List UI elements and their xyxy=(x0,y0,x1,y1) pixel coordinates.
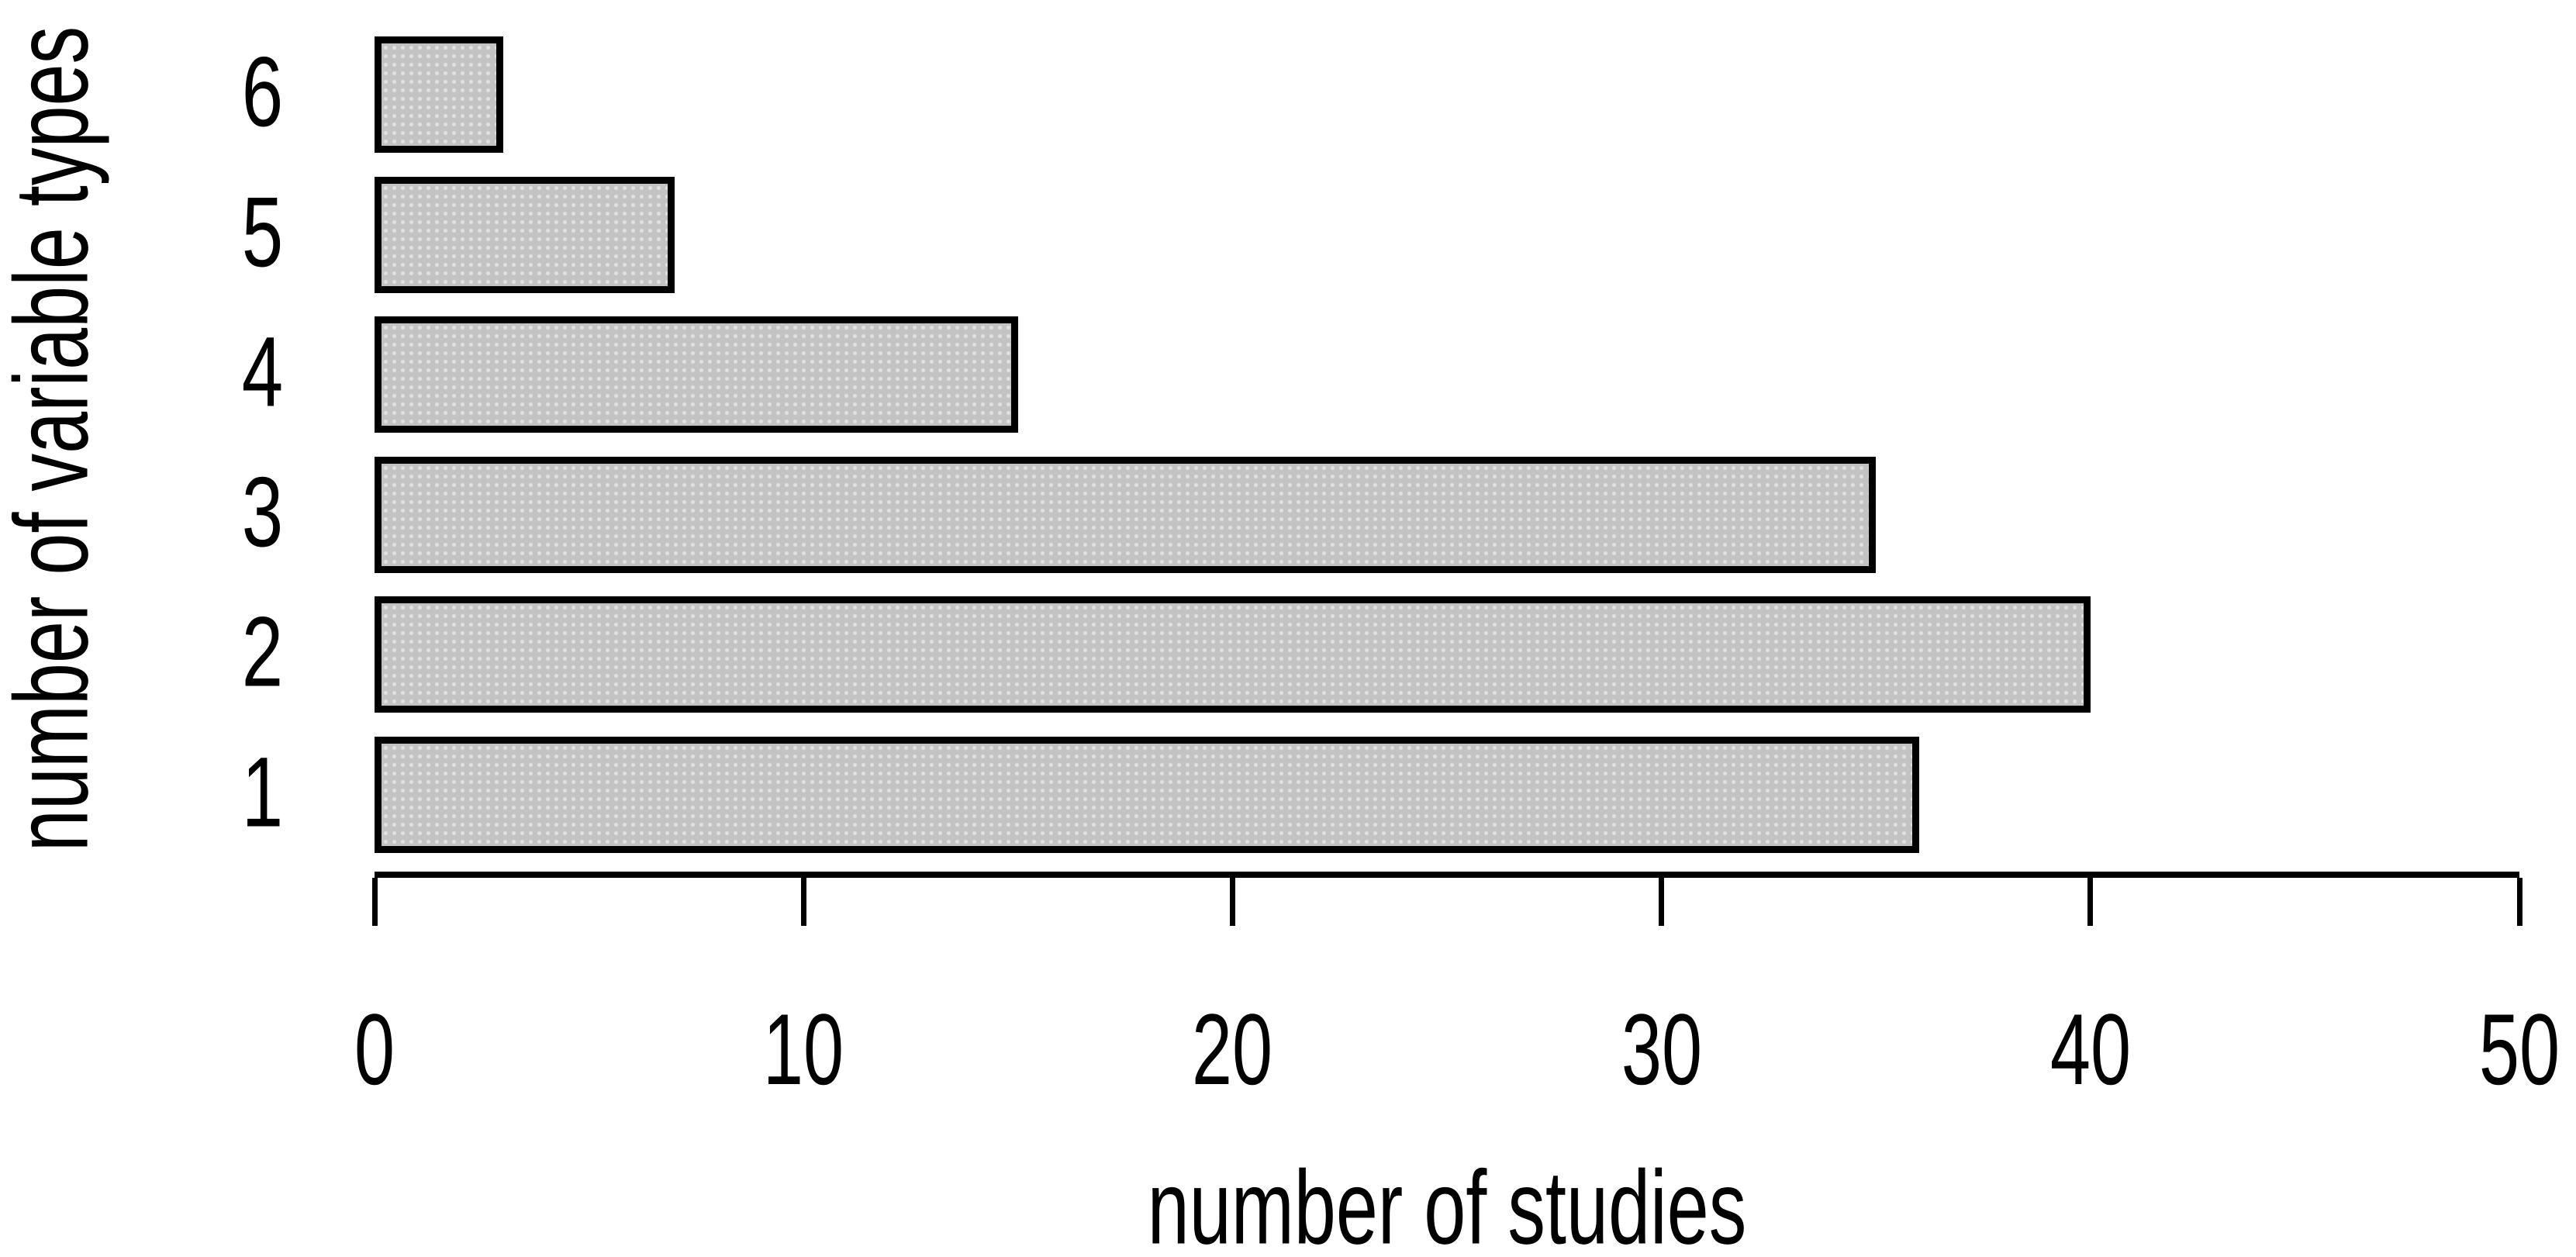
bar-category-6 xyxy=(375,36,503,153)
bar-category-2 xyxy=(375,596,2091,713)
y-tick-label-5: 5 xyxy=(241,177,283,288)
bar-category-1 xyxy=(375,736,1919,853)
x-tick-50 xyxy=(2516,878,2522,926)
y-tick-label-6: 6 xyxy=(241,36,283,148)
x-tick-label-50: 50 xyxy=(2478,993,2560,1106)
x-tick-label-0: 0 xyxy=(354,993,395,1106)
bar-category-5 xyxy=(375,176,675,293)
x-tick-label-40: 40 xyxy=(2049,993,2131,1106)
y-tick-label-4: 4 xyxy=(241,316,283,428)
x-axis-title: number of studies xyxy=(1147,1148,1747,1257)
bar-category-4 xyxy=(375,316,1018,433)
y-tick-label-3: 3 xyxy=(241,457,283,568)
x-tick-0 xyxy=(371,878,378,926)
y-axis-title: number of variable types xyxy=(0,26,110,852)
x-tick-label-20: 20 xyxy=(1192,993,1273,1106)
y-tick-label-2: 2 xyxy=(241,596,283,708)
x-tick-30 xyxy=(1659,878,1665,926)
x-tick-20 xyxy=(1229,878,1235,926)
y-tick-label-1: 1 xyxy=(241,737,283,848)
x-tick-label-10: 10 xyxy=(763,993,844,1106)
bar-category-3 xyxy=(375,456,1877,573)
x-tick-label-30: 30 xyxy=(1621,993,1702,1106)
x-tick-40 xyxy=(2087,878,2094,926)
x-tick-10 xyxy=(800,878,806,926)
x-axis-line xyxy=(375,872,2519,878)
